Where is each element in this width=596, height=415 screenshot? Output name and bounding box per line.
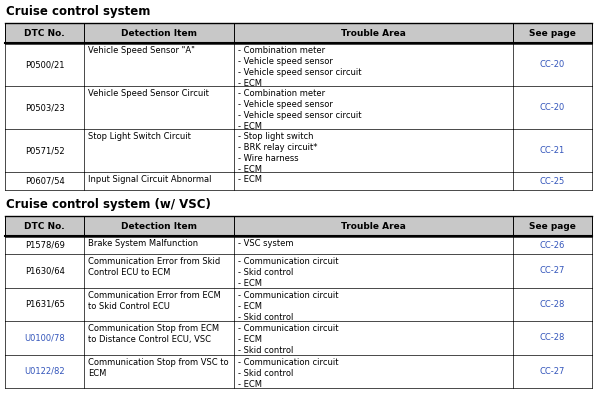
Text: - Combination meter
- Vehicle speed sensor
- Vehicle speed sensor circuit
- ECM: - Combination meter - Vehicle speed sens… — [238, 89, 361, 131]
Text: CC-21: CC-21 — [540, 146, 565, 155]
Text: Input Signal Circuit Abnormal: Input Signal Circuit Abnormal — [88, 175, 212, 184]
Text: Detection Item: Detection Item — [121, 222, 197, 230]
Bar — [5, 321, 592, 354]
Text: P0503/23: P0503/23 — [25, 103, 64, 112]
Bar — [5, 86, 592, 129]
Text: Cruise control system (w/ VSC): Cruise control system (w/ VSC) — [6, 198, 211, 211]
Text: See page: See page — [529, 222, 576, 230]
Text: P1631/65: P1631/65 — [24, 300, 64, 309]
Text: CC-28: CC-28 — [540, 333, 565, 342]
Text: P0607/54: P0607/54 — [25, 176, 64, 186]
Text: Vehicle Speed Sensor Circuit: Vehicle Speed Sensor Circuit — [88, 89, 209, 98]
Text: U0122/82: U0122/82 — [24, 367, 65, 376]
Bar — [5, 254, 592, 288]
Text: P1630/64: P1630/64 — [24, 266, 64, 275]
Text: Communication Stop from ECM
to Distance Control ECU, VSC: Communication Stop from ECM to Distance … — [88, 324, 219, 344]
Text: See page: See page — [529, 29, 576, 37]
Text: Vehicle Speed Sensor "A": Vehicle Speed Sensor "A" — [88, 46, 195, 55]
Text: - Communication circuit
- Skid control
- ECM: - Communication circuit - Skid control -… — [238, 257, 339, 288]
Text: - Communication circuit
- ECM
- Skid control: - Communication circuit - ECM - Skid con… — [238, 324, 339, 355]
Text: Communication Error from Skid
Control ECU to ECM: Communication Error from Skid Control EC… — [88, 257, 221, 277]
Bar — [5, 172, 592, 190]
Bar — [5, 129, 592, 172]
Text: - Communication circuit
- ECM
- Skid control: - Communication circuit - ECM - Skid con… — [238, 290, 339, 322]
Text: DTC No.: DTC No. — [24, 222, 65, 230]
Text: - Stop light switch
- BRK relay circuit*
- Wire harness
- ECM: - Stop light switch - BRK relay circuit*… — [238, 132, 318, 174]
Text: U0100/78: U0100/78 — [24, 333, 65, 342]
Text: CC-28: CC-28 — [540, 300, 565, 309]
Text: CC-26: CC-26 — [540, 241, 565, 249]
Text: - ECM: - ECM — [238, 175, 262, 184]
Text: CC-27: CC-27 — [540, 367, 565, 376]
Text: P0571/52: P0571/52 — [25, 146, 64, 155]
Bar — [5, 354, 592, 388]
Text: Stop Light Switch Circuit: Stop Light Switch Circuit — [88, 132, 191, 141]
Text: - Communication circuit
- Skid control
- ECM: - Communication circuit - Skid control -… — [238, 357, 339, 389]
Text: Brake System Malfunction: Brake System Malfunction — [88, 239, 198, 248]
Text: P1578/69: P1578/69 — [24, 241, 64, 249]
Text: - Combination meter
- Vehicle speed sensor
- Vehicle speed sensor circuit
- ECM: - Combination meter - Vehicle speed sens… — [238, 46, 361, 88]
Bar — [5, 236, 592, 254]
Bar — [5, 216, 592, 236]
Text: P0500/21: P0500/21 — [25, 60, 64, 69]
Text: Trouble Area: Trouble Area — [341, 222, 406, 230]
Text: CC-20: CC-20 — [540, 103, 565, 112]
Text: CC-27: CC-27 — [540, 266, 565, 275]
Text: Trouble Area: Trouble Area — [341, 29, 406, 37]
Text: Detection Item: Detection Item — [121, 29, 197, 37]
Bar — [5, 288, 592, 321]
Bar — [5, 43, 592, 86]
Text: Communication Error from ECM
to Skid Control ECU: Communication Error from ECM to Skid Con… — [88, 290, 221, 310]
Text: DTC No.: DTC No. — [24, 29, 65, 37]
Text: Cruise control system: Cruise control system — [6, 5, 150, 18]
Text: CC-20: CC-20 — [540, 60, 565, 69]
Text: Communication Stop from VSC to
ECM: Communication Stop from VSC to ECM — [88, 357, 229, 378]
Text: - VSC system: - VSC system — [238, 239, 293, 248]
Text: CC-25: CC-25 — [540, 176, 565, 186]
Bar — [5, 23, 592, 43]
